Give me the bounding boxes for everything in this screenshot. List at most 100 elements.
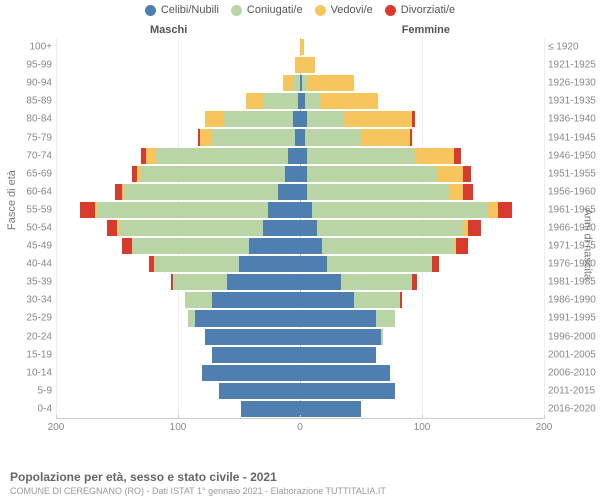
- bar-segment: [468, 220, 480, 236]
- birth-year-label: 1946-1950: [548, 150, 600, 161]
- male-bars: [283, 75, 300, 91]
- bar-segment: [463, 166, 470, 182]
- bar-segment: [249, 238, 300, 254]
- birth-year-label: 1966-1970: [548, 222, 600, 233]
- bar-group: [56, 166, 544, 182]
- bar-segment: [307, 148, 414, 164]
- bar-segment: [293, 75, 300, 91]
- bar-segment: [205, 329, 300, 345]
- bar-segment: [212, 347, 300, 363]
- bar-group: [56, 129, 544, 145]
- female-bars: [300, 93, 378, 109]
- legend-item: Vedovi/e: [315, 4, 373, 16]
- bar-group: [56, 347, 544, 363]
- birth-year-label: 2001-2005: [548, 349, 600, 360]
- male-bars: [246, 93, 300, 109]
- bar-segment: [200, 129, 212, 145]
- male-bars: [198, 129, 300, 145]
- bar-segment: [415, 148, 454, 164]
- male-bars: [219, 383, 300, 399]
- bar-segment: [212, 292, 300, 308]
- age-row: 15-192001-2005: [56, 346, 544, 364]
- x-tick-label: 0: [297, 422, 303, 433]
- bar-segment: [341, 274, 412, 290]
- age-label: 25-29: [18, 313, 52, 324]
- bar-segment: [449, 184, 464, 200]
- legend: Celibi/NubiliConiugati/eVedovi/eDivorzia…: [0, 4, 600, 19]
- bar-segment: [124, 184, 278, 200]
- birth-year-label: 1951-1955: [548, 168, 600, 179]
- female-bars: [300, 129, 412, 145]
- female-bars: [300, 329, 383, 345]
- birth-year-label: 1931-1935: [548, 96, 600, 107]
- bar-segment: [154, 256, 239, 272]
- age-row: 85-891931-1935: [56, 92, 544, 110]
- birth-year-label: 1976-1980: [548, 259, 600, 270]
- bar-segment: [173, 274, 227, 290]
- legend-label: Celibi/Nubili: [161, 4, 219, 16]
- bar-segment: [246, 93, 263, 109]
- bar-segment: [132, 238, 249, 254]
- bar-segment: [300, 39, 304, 55]
- female-bars: [300, 238, 468, 254]
- age-row: 100+≤ 1920: [56, 38, 544, 56]
- bar-segment: [97, 202, 268, 218]
- age-row: 30-341986-1990: [56, 291, 544, 309]
- age-label: 55-59: [18, 204, 52, 215]
- birth-year-label: 1956-1960: [548, 186, 600, 197]
- legend-label: Coniugati/e: [247, 4, 303, 16]
- male-bars: [202, 365, 300, 381]
- age-row: 90-941926-1930: [56, 74, 544, 92]
- x-tick-label: 100: [170, 422, 187, 433]
- bar-segment: [437, 166, 464, 182]
- female-bars: [300, 75, 354, 91]
- female-bars: [300, 111, 415, 127]
- bar-segment: [300, 238, 322, 254]
- female-bars: [300, 383, 395, 399]
- bar-segment: [300, 148, 307, 164]
- x-axis: 2001000100200: [56, 418, 544, 438]
- bar-segment: [412, 111, 414, 127]
- birth-year-label: 1991-1995: [548, 313, 600, 324]
- bar-segment: [195, 310, 300, 326]
- age-label: 20-24: [18, 331, 52, 342]
- bar-segment: [202, 365, 300, 381]
- bar-segment: [188, 310, 195, 326]
- male-bars: [107, 220, 300, 236]
- age-row: 20-241996-2000: [56, 328, 544, 346]
- bar-segment: [278, 184, 300, 200]
- birth-year-label: 1986-1990: [548, 295, 600, 306]
- bar-segment: [381, 329, 383, 345]
- female-bars: [300, 57, 315, 73]
- female-bars: [300, 365, 390, 381]
- age-label: 5-9: [18, 385, 52, 396]
- female-bars: [300, 347, 376, 363]
- age-row: 80-841936-1940: [56, 110, 544, 128]
- female-bars: [300, 310, 395, 326]
- age-label: 65-69: [18, 168, 52, 179]
- bar-group: [56, 383, 544, 399]
- bar-segment: [239, 256, 300, 272]
- bar-segment: [300, 111, 307, 127]
- male-bars: [115, 184, 300, 200]
- bar-segment: [156, 148, 288, 164]
- bar-segment: [283, 75, 293, 91]
- bar-group: [56, 310, 544, 326]
- age-label: 10-14: [18, 367, 52, 378]
- bar-group: [56, 256, 544, 272]
- birth-year-label: 1921-1925: [548, 60, 600, 71]
- bar-group: [56, 111, 544, 127]
- age-label: 70-74: [18, 150, 52, 161]
- age-label: 45-49: [18, 241, 52, 252]
- age-label: 0-4: [18, 403, 52, 414]
- bar-segment: [224, 111, 292, 127]
- age-row: 50-541966-1970: [56, 219, 544, 237]
- legend-item: Celibi/Nubili: [145, 4, 219, 16]
- legend-swatch: [145, 5, 156, 16]
- bar-segment: [300, 292, 354, 308]
- bar-segment: [498, 202, 513, 218]
- bar-segment: [300, 202, 312, 218]
- chart-title: Popolazione per età, sesso e stato civil…: [10, 470, 590, 484]
- bar-segment: [263, 93, 297, 109]
- bar-segment: [320, 93, 379, 109]
